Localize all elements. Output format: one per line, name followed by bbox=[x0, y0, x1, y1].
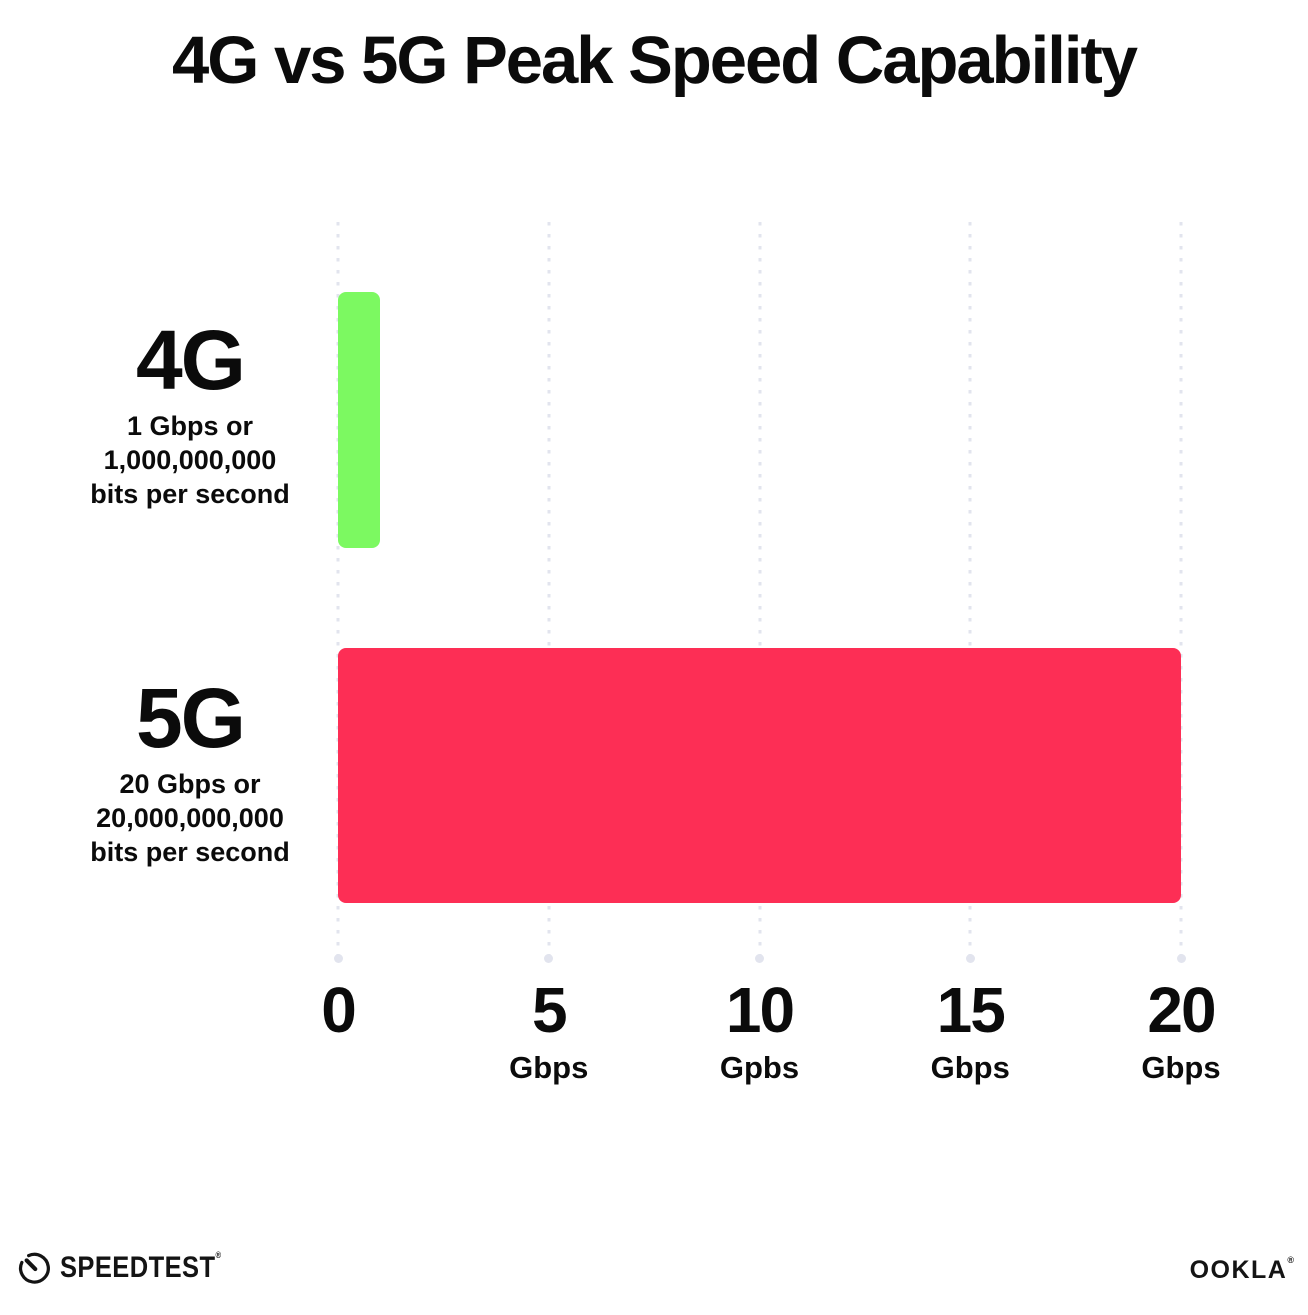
gridline-15 bbox=[968, 222, 972, 960]
category-label-5g: 5G bbox=[135, 671, 246, 765]
x-tick-number: 20 bbox=[1147, 974, 1216, 1046]
x-tick-20: 20 Gbps bbox=[1141, 977, 1220, 1084]
ookla-wordmark: OOKLA bbox=[1189, 1256, 1288, 1284]
registered-mark: ® bbox=[215, 1249, 222, 1260]
sublabel-line: 1 Gbps or bbox=[126, 411, 254, 441]
gridline-5 bbox=[547, 222, 551, 960]
chart-title: 4G vs 5G Peak Speed Capability bbox=[171, 23, 1138, 98]
x-tick-unit: Gpbs bbox=[719, 1050, 800, 1085]
gridline-0 bbox=[336, 222, 340, 960]
plot-area bbox=[336, 222, 1183, 960]
x-tick-number: 0 bbox=[321, 974, 357, 1046]
x-tick-0: 0 bbox=[321, 974, 357, 1046]
sublabel-line: bits per second bbox=[90, 479, 290, 509]
registered-mark: ® bbox=[1287, 1255, 1294, 1265]
sublabel-line: 1,000,000,000 bbox=[103, 445, 277, 475]
sublabel-line: 20,000,000,000 bbox=[96, 803, 284, 833]
gridline-20 bbox=[1179, 222, 1183, 960]
x-tick-15: 15 Gbps bbox=[931, 977, 1010, 1084]
x-tick-10: 10 Gpbs bbox=[720, 977, 799, 1084]
x-tick-5: 5 Gbps bbox=[509, 977, 588, 1084]
x-axis: 0 5 Gbps 10 Gpbs 15 Gbps 20 Gbps bbox=[321, 977, 1220, 1107]
speedtest-gauge-icon bbox=[16, 1249, 53, 1286]
gridline-10 bbox=[758, 222, 761, 960]
row-label-4g: 4G 1 Gbps or 1,000,000,000 bits per seco… bbox=[70, 318, 310, 511]
bar-5g bbox=[338, 648, 1181, 903]
sublabel-line: bits per second bbox=[90, 837, 290, 867]
category-label-4g: 4G bbox=[135, 313, 246, 407]
category-sublabel-5g: 20 Gbps or 20,000,000,000 bits per secon… bbox=[70, 767, 310, 869]
row-label-5g: 5G 20 Gbps or 20,000,000,000 bits per se… bbox=[70, 676, 310, 869]
x-tick-unit: Gbps bbox=[930, 1050, 1010, 1085]
speedtest-wordmark: SPEEDTEST® bbox=[60, 1249, 222, 1284]
ookla-logo: OOKLA® bbox=[1190, 1256, 1294, 1285]
speedtest-logo: SPEEDTEST® bbox=[16, 1249, 250, 1286]
x-tick-number: 5 bbox=[531, 974, 568, 1046]
x-tick-unit: Gbps bbox=[509, 1050, 589, 1085]
x-tick-number: 10 bbox=[725, 974, 795, 1046]
x-tick-number: 15 bbox=[936, 974, 1006, 1046]
bar-4g bbox=[338, 292, 381, 548]
sublabel-line: 20 Gbps or bbox=[119, 769, 261, 799]
x-tick-unit: Gbps bbox=[1141, 1050, 1221, 1085]
category-sublabel-4g: 1 Gbps or 1,000,000,000 bits per second bbox=[70, 409, 310, 511]
